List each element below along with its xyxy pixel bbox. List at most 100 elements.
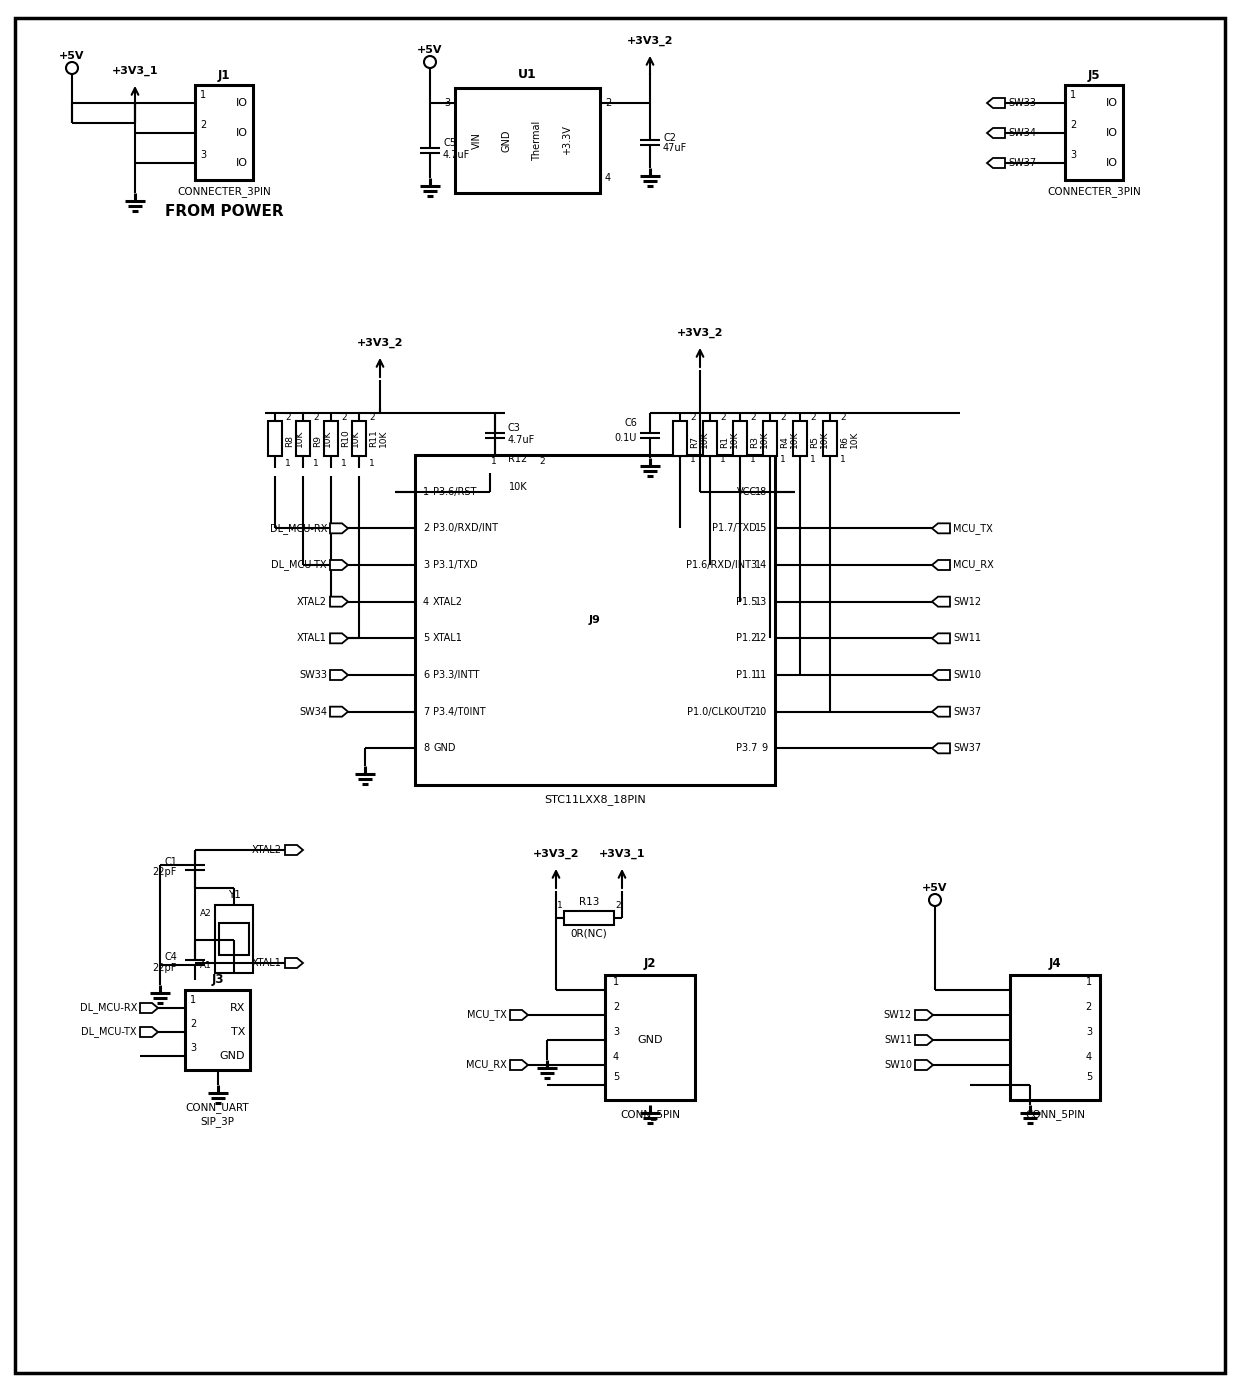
Text: 1: 1 xyxy=(557,901,563,911)
Bar xyxy=(219,923,249,955)
Text: 3: 3 xyxy=(200,150,206,159)
Text: SW11: SW11 xyxy=(884,1035,911,1045)
Bar xyxy=(268,421,281,456)
Text: XTAL2: XTAL2 xyxy=(433,596,463,607)
Text: GND: GND xyxy=(433,743,455,754)
Text: 5: 5 xyxy=(423,633,429,643)
Text: P1.2: P1.2 xyxy=(735,633,756,643)
Polygon shape xyxy=(915,1060,932,1070)
Text: 2: 2 xyxy=(190,1019,196,1028)
Polygon shape xyxy=(932,669,950,681)
Text: 2: 2 xyxy=(613,1002,619,1012)
Text: R6
10K: R6 10K xyxy=(839,430,859,448)
Text: 3: 3 xyxy=(1070,150,1076,159)
Bar xyxy=(763,421,777,456)
Text: DL_MCU-RX: DL_MCU-RX xyxy=(79,1002,136,1013)
Text: 1: 1 xyxy=(750,456,755,464)
Text: SW37: SW37 xyxy=(1008,158,1037,168)
Text: 4: 4 xyxy=(423,596,429,607)
Text: SIP_3P: SIP_3P xyxy=(201,1117,234,1127)
Text: 1: 1 xyxy=(1086,977,1092,987)
Text: 2: 2 xyxy=(839,413,846,423)
Text: 2: 2 xyxy=(615,901,621,911)
Text: +3.3V: +3.3V xyxy=(562,126,572,155)
Text: 14: 14 xyxy=(755,560,768,570)
Text: 7: 7 xyxy=(423,707,429,717)
Bar xyxy=(415,455,775,784)
Text: +5V: +5V xyxy=(923,883,947,893)
Text: P3.6/RST: P3.6/RST xyxy=(433,486,476,496)
Text: J3: J3 xyxy=(211,973,223,987)
Text: 1: 1 xyxy=(720,456,725,464)
Text: R4
10K: R4 10K xyxy=(780,430,800,448)
Polygon shape xyxy=(330,633,348,643)
Text: 4.7uF: 4.7uF xyxy=(443,150,470,159)
Text: 1: 1 xyxy=(341,459,347,467)
Text: P3.7: P3.7 xyxy=(735,743,756,754)
Text: SW11: SW11 xyxy=(954,633,981,643)
Text: 2: 2 xyxy=(780,413,786,423)
Text: 2: 2 xyxy=(423,524,429,534)
Text: 1: 1 xyxy=(285,459,290,467)
Polygon shape xyxy=(915,1010,932,1020)
Text: IO: IO xyxy=(236,158,248,168)
Bar xyxy=(455,87,600,193)
Text: 1: 1 xyxy=(689,456,696,464)
Polygon shape xyxy=(915,1035,932,1045)
Text: 4: 4 xyxy=(1086,1052,1092,1062)
Polygon shape xyxy=(510,1010,528,1020)
Bar xyxy=(215,905,253,973)
Bar xyxy=(352,421,366,456)
Text: +3V3_2: +3V3_2 xyxy=(533,848,579,859)
Polygon shape xyxy=(932,560,950,570)
Text: 1: 1 xyxy=(370,459,374,467)
Text: P3.3/INTT: P3.3/INTT xyxy=(433,669,480,681)
Polygon shape xyxy=(330,524,348,534)
Text: 5: 5 xyxy=(613,1071,619,1082)
Text: R12: R12 xyxy=(508,455,528,464)
Text: J9: J9 xyxy=(589,615,601,625)
Polygon shape xyxy=(140,1027,157,1037)
Text: 3: 3 xyxy=(613,1027,619,1037)
Text: MCU_RX: MCU_RX xyxy=(954,560,993,571)
Polygon shape xyxy=(140,1003,157,1013)
Text: MCU_TX: MCU_TX xyxy=(954,523,993,534)
Text: 11: 11 xyxy=(755,669,768,681)
Text: 1: 1 xyxy=(810,456,816,464)
Text: 2: 2 xyxy=(1070,121,1076,130)
Text: 1: 1 xyxy=(839,456,846,464)
Text: SW33: SW33 xyxy=(299,669,327,681)
Bar xyxy=(185,990,250,1070)
Polygon shape xyxy=(285,845,303,855)
Text: IO: IO xyxy=(236,128,248,139)
Text: CONN_5PIN: CONN_5PIN xyxy=(620,1110,680,1120)
Text: 47uF: 47uF xyxy=(663,143,687,152)
Text: 22pF: 22pF xyxy=(153,963,177,973)
Text: J5: J5 xyxy=(1087,68,1100,82)
Text: 2: 2 xyxy=(810,413,816,423)
Text: XTAL2: XTAL2 xyxy=(252,845,281,855)
Text: TX: TX xyxy=(231,1027,246,1037)
Text: +3V3_2: +3V3_2 xyxy=(677,328,723,338)
Text: 1: 1 xyxy=(312,459,319,467)
Polygon shape xyxy=(932,524,950,534)
Polygon shape xyxy=(330,596,348,607)
Text: IO: IO xyxy=(1106,98,1118,108)
Bar xyxy=(195,85,253,180)
Text: 10K: 10K xyxy=(508,482,527,492)
Bar xyxy=(823,421,837,456)
Text: XTAL2: XTAL2 xyxy=(298,596,327,607)
Text: 8: 8 xyxy=(423,743,429,754)
Text: XTAL1: XTAL1 xyxy=(252,958,281,967)
Polygon shape xyxy=(932,633,950,643)
Text: SW10: SW10 xyxy=(954,669,981,681)
Text: XTAL1: XTAL1 xyxy=(433,633,463,643)
Text: GND: GND xyxy=(502,129,512,151)
Text: Thermal: Thermal xyxy=(532,121,542,161)
Text: 2: 2 xyxy=(539,457,544,467)
Text: CONN_UART: CONN_UART xyxy=(186,1102,249,1113)
Text: 15: 15 xyxy=(755,524,768,534)
Text: 18: 18 xyxy=(755,486,768,496)
Text: 3: 3 xyxy=(423,560,429,570)
Text: DL_MCU-RX: DL_MCU-RX xyxy=(269,523,327,534)
